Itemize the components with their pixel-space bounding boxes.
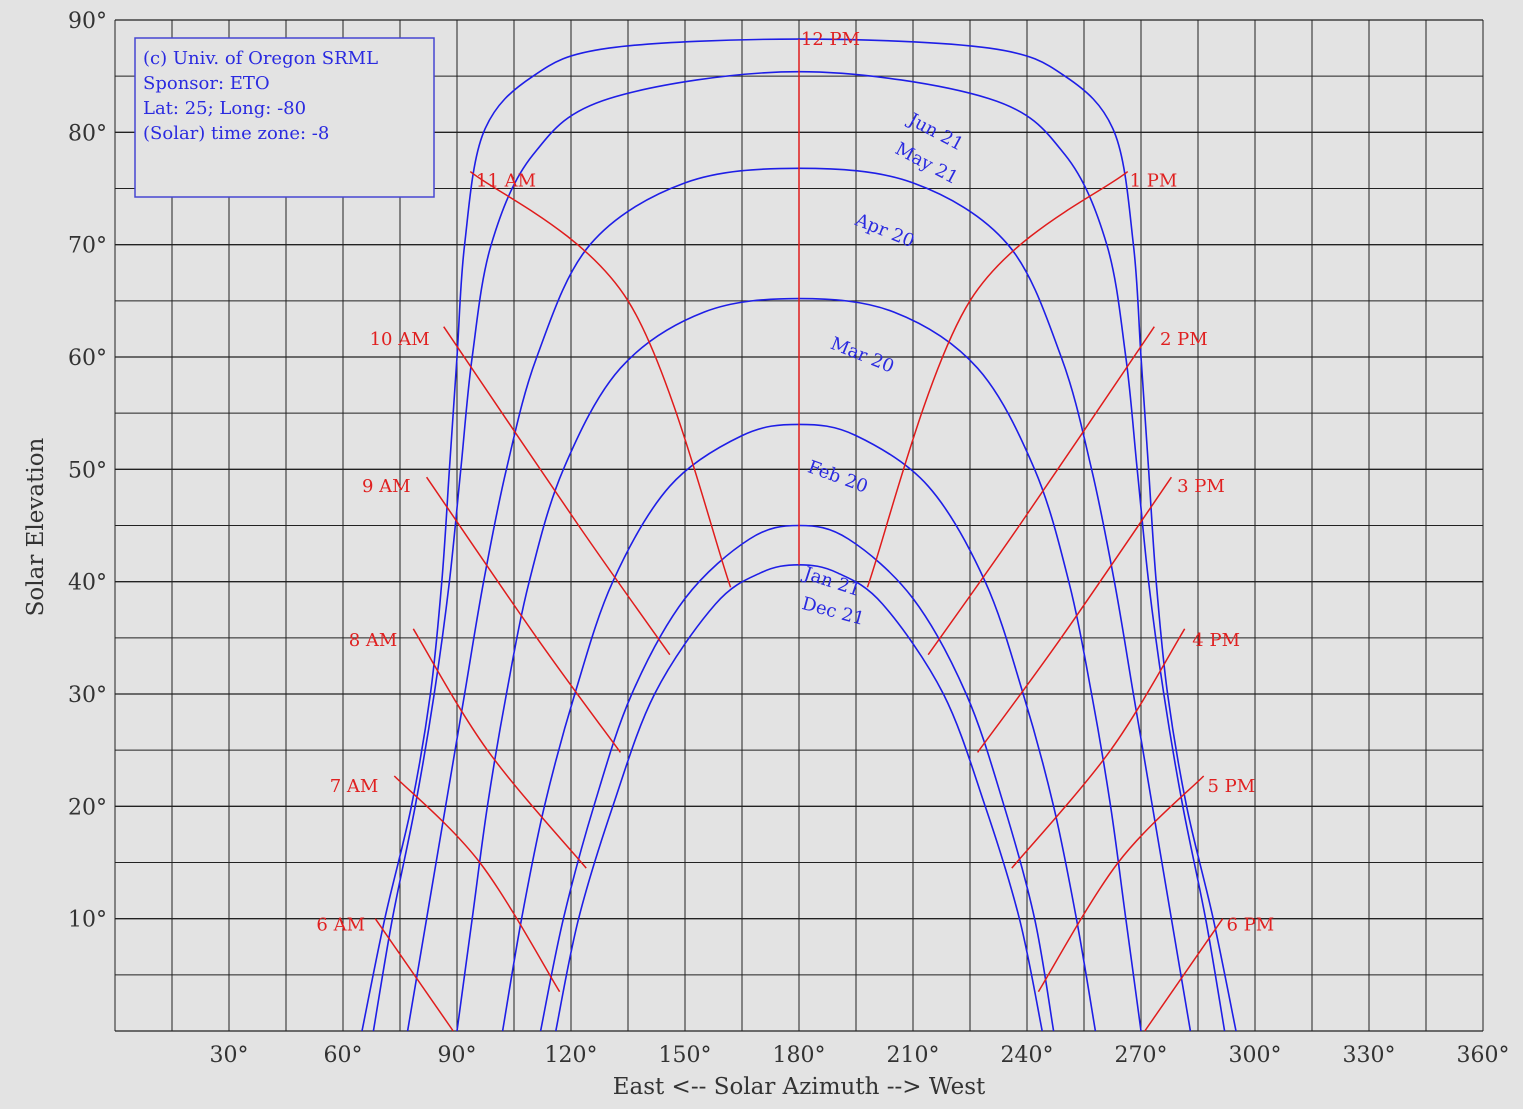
y-tick-label: 30°: [68, 683, 107, 708]
x-tick-label: 360°: [1457, 1043, 1510, 1068]
x-tick-label: 90°: [438, 1043, 477, 1068]
x-tick-label: 210°: [887, 1043, 940, 1068]
x-tick-label: 300°: [1229, 1043, 1282, 1068]
hour-curve-1-pm: [866, 171, 1129, 588]
hour-label-11-am: 11 AM: [476, 171, 536, 192]
x-tick-label: 270°: [1115, 1043, 1168, 1068]
x-tick-label: 120°: [545, 1043, 598, 1068]
curve-labels: 6 AM 7 AM 8 AM 9 AM 10 AM 11 AM 12 PM 1 PM 2 PM 3…: [316, 29, 1274, 935]
hour-label-1-pm: 1 PM: [1130, 171, 1178, 192]
y-axis-label: Solar Elevation: [23, 437, 49, 616]
x-tick-label: 240°: [1001, 1043, 1054, 1068]
y-tick-label: 50°: [68, 458, 107, 483]
hour-label-7-am: 7 AM: [330, 776, 379, 797]
hour-label-10-am: 10 AM: [370, 329, 430, 350]
hour-label-8-am: 8 AM: [349, 630, 398, 651]
hour-curve-6-am: [374, 918, 454, 1032]
info-line-copyright: (c) Univ. of Oregon SRML: [143, 48, 378, 69]
hour-label-5-pm: 5 PM: [1208, 776, 1256, 797]
info-box-frame: [134, 37, 435, 198]
hour-curve-10-am: [443, 326, 671, 656]
hour-curve-6-pm: [1144, 918, 1224, 1032]
x-axis-label: East <-- Solar Azimuth --> West: [613, 1074, 986, 1100]
hour-label-6-pm: 6 PM: [1227, 914, 1275, 935]
y-tick-label: 90°: [68, 9, 107, 34]
y-tick-label: 60°: [68, 346, 107, 371]
info-line-location: Lat: 25; Long: -80: [143, 98, 306, 119]
hour-label-2-pm: 2 PM: [1160, 329, 1208, 350]
x-tick-label: 150°: [659, 1043, 712, 1068]
hour-curve-3-pm: [976, 476, 1173, 753]
hour-curve-5-pm: [1037, 775, 1205, 993]
x-tick-label: 30°: [210, 1043, 249, 1068]
info-box: (c) Univ. of Oregon SRML Sponsor: ETO La…: [134, 37, 435, 198]
hour-curve-2-pm: [927, 326, 1155, 656]
hour-label-9-am: 9 AM: [362, 476, 411, 497]
grid: [114, 19, 1484, 1032]
y-tick-label: 20°: [68, 795, 107, 820]
hour-curve-7-am: [393, 775, 561, 993]
x-tick-label: 60°: [324, 1043, 363, 1068]
hour-label-4-pm: 4 PM: [1192, 630, 1240, 651]
y-tick-label: 70°: [68, 234, 107, 259]
info-line-sponsor: Sponsor: ETO: [143, 73, 270, 94]
hour-label-3-pm: 3 PM: [1177, 476, 1225, 497]
info-line-timezone: (Solar) time zone: -8: [143, 123, 329, 144]
hour-curve-4-pm: [1011, 628, 1186, 869]
hour-curve-9-am: [425, 476, 622, 753]
y-tick-label: 40°: [68, 571, 107, 596]
hour-label-12-pm: 12 PM: [801, 29, 860, 50]
hour-curve-11-am: [469, 171, 732, 588]
x-tick-label: 330°: [1343, 1043, 1396, 1068]
hour-curve-8-am: [412, 628, 587, 869]
y-tick-label: 80°: [68, 121, 107, 146]
y-tick-label: 10°: [68, 908, 107, 933]
tick-labels: 30° 60° 90° 120° 150° 180° 210° 240° 270° 300° 330…: [68, 9, 1510, 1068]
hour-label-6-am: 6 AM: [316, 914, 365, 935]
x-tick-label: 180°: [773, 1043, 826, 1068]
hour-curves: [374, 39, 1224, 1032]
